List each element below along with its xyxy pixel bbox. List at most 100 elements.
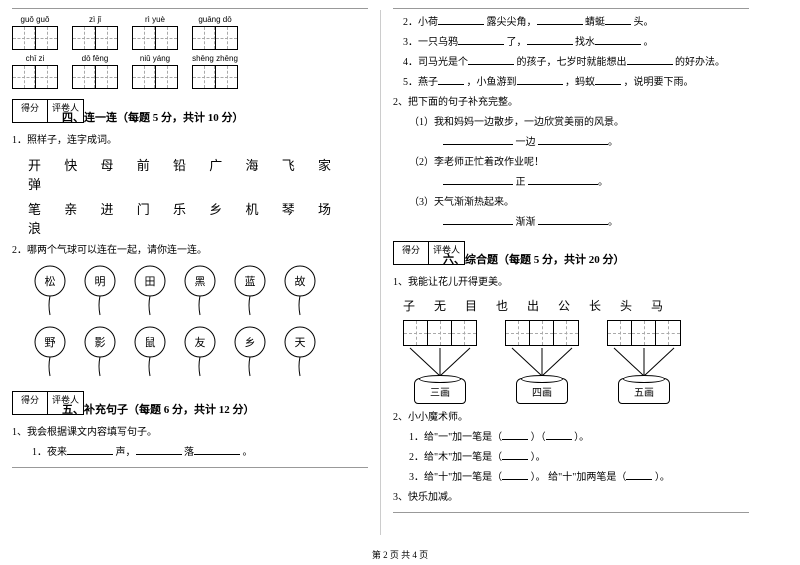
svg-text:明: 明: [95, 275, 106, 288]
char-grid[interactable]: [132, 26, 178, 50]
blank[interactable]: [136, 445, 182, 455]
blank[interactable]: [458, 35, 504, 45]
text: 1．给"一"加一笔是（: [409, 432, 502, 443]
svg-text:故: 故: [295, 274, 306, 288]
char-grid[interactable]: [132, 65, 178, 89]
score-cell[interactable]: 得分: [12, 99, 48, 123]
blank[interactable]: [502, 470, 528, 480]
pot-row: 三画 四画 五画: [393, 320, 749, 404]
pinyin-block: guāng dō: [192, 15, 238, 50]
q5-p2-3: （3）天气渐渐热起来。: [393, 195, 749, 211]
text: 正: [516, 177, 526, 188]
blank[interactable]: [194, 445, 240, 455]
balloon[interactable]: 野: [32, 326, 68, 381]
text: 的孩子，七岁时就能想出: [517, 57, 627, 68]
balloon[interactable]: 影: [82, 326, 118, 381]
balloon[interactable]: 松: [32, 265, 68, 320]
balloon-row-bottom: 野 影 鼠 友 乡 天: [32, 326, 368, 381]
text: 2．小荷: [403, 17, 438, 28]
balloon[interactable]: 故: [282, 265, 318, 320]
pot-label: 三画: [414, 378, 466, 404]
text: 声，: [116, 447, 136, 458]
blank[interactable]: [537, 15, 583, 25]
text: ，小鱼游到: [467, 77, 517, 88]
balloon[interactable]: 田: [132, 265, 168, 320]
pinyin-label: niǔ yáng: [132, 54, 178, 63]
blank[interactable]: [443, 135, 513, 145]
text: 头。: [634, 17, 654, 28]
score-cell[interactable]: 得分: [393, 241, 429, 265]
q6-2: 2、小小魔术师。: [393, 410, 749, 426]
pinyin-block: rì yuè: [132, 15, 178, 50]
q6-3: 3、快乐加减。: [393, 490, 749, 506]
char-grid-3[interactable]: [403, 320, 477, 346]
score-cell[interactable]: 得分: [12, 391, 48, 415]
q5-3: 3．一只乌鸦 了， 找水 。: [393, 35, 749, 51]
char-grid[interactable]: [12, 26, 58, 50]
blank[interactable]: [627, 55, 673, 65]
balloon[interactable]: 友: [182, 326, 218, 381]
q4-1: 1．照样子，连字成词。: [12, 133, 368, 149]
text: ）。: [531, 452, 546, 463]
pot-block: 五画: [607, 320, 681, 404]
blank[interactable]: [527, 35, 573, 45]
svg-text:友: 友: [195, 335, 206, 349]
q5-part2: 2、把下面的句子补充完整。: [393, 95, 749, 111]
blank[interactable]: [517, 75, 563, 85]
balloon[interactable]: 明: [82, 265, 118, 320]
text: 5．燕子: [403, 77, 438, 88]
svg-text:蓝: 蓝: [245, 275, 256, 288]
blank[interactable]: [626, 470, 652, 480]
char-grid-3[interactable]: [607, 320, 681, 346]
svg-text:黑: 黑: [195, 275, 206, 288]
balloon[interactable]: 蓝: [232, 265, 268, 320]
text: 。: [644, 37, 654, 48]
blank[interactable]: [443, 175, 513, 185]
balloon[interactable]: 乡: [232, 326, 268, 381]
text: 渐渐: [516, 217, 536, 228]
pot-block: 三画: [403, 320, 477, 404]
svg-text:鼠: 鼠: [145, 335, 156, 349]
text: 露尖尖角，: [487, 17, 537, 28]
blank[interactable]: [595, 35, 641, 45]
blank[interactable]: [528, 175, 598, 185]
q6-1: 1、我能让花儿开得更美。: [393, 275, 749, 291]
section-5-title: 五、补充句子（每题 6 分，共计 12 分）: [62, 401, 368, 417]
svg-text:松: 松: [45, 274, 56, 288]
pinyin-block: guǒ guǒ: [12, 15, 58, 50]
blank[interactable]: [67, 445, 113, 455]
q5-2: 2．小荷 露尖尖角， 蜻蜓 头。: [393, 15, 749, 31]
balloon[interactable]: 天: [282, 326, 318, 381]
char-grid[interactable]: [192, 65, 238, 89]
balloon[interactable]: 黑: [182, 265, 218, 320]
svg-text:乡: 乡: [245, 336, 256, 349]
blank[interactable]: [468, 55, 514, 65]
left-column: guǒ guǒ zì jǐ rì yuè guāng dō chī zi dō …: [0, 0, 380, 545]
right-column: 2．小荷 露尖尖角， 蜻蜓 头。 3．一只乌鸦 了， 找水 。 4．司马光是个 …: [381, 0, 761, 545]
blank[interactable]: [443, 215, 513, 225]
pinyin-block: shēng zhēng: [192, 54, 238, 89]
blank[interactable]: [605, 15, 631, 25]
char-grid[interactable]: [72, 26, 118, 50]
blank[interactable]: [538, 215, 608, 225]
blank[interactable]: [438, 75, 464, 85]
blank[interactable]: [546, 430, 572, 440]
q6-chars: 子 无 目 也 出 公 长 头 马: [393, 297, 749, 314]
blank[interactable]: [595, 75, 621, 85]
page-footer: 第 2 页 共 4 页: [0, 548, 800, 561]
blank[interactable]: [502, 430, 528, 440]
balloon[interactable]: 鼠: [132, 326, 168, 381]
svg-text:野: 野: [45, 336, 56, 349]
text: 2．给"木"加一笔是（: [409, 452, 502, 463]
char-grid[interactable]: [72, 65, 118, 89]
char-grid[interactable]: [12, 65, 58, 89]
char-grid-3[interactable]: [505, 320, 579, 346]
blank[interactable]: [438, 15, 484, 25]
funnel-icon: [609, 346, 679, 378]
pot-label: 四画: [516, 378, 568, 404]
q5-1-1: 1．夜来 声， 落 。: [12, 445, 368, 461]
char-grid[interactable]: [192, 26, 238, 50]
text: 1．夜来: [32, 447, 67, 458]
blank[interactable]: [502, 450, 528, 460]
blank[interactable]: [538, 135, 608, 145]
